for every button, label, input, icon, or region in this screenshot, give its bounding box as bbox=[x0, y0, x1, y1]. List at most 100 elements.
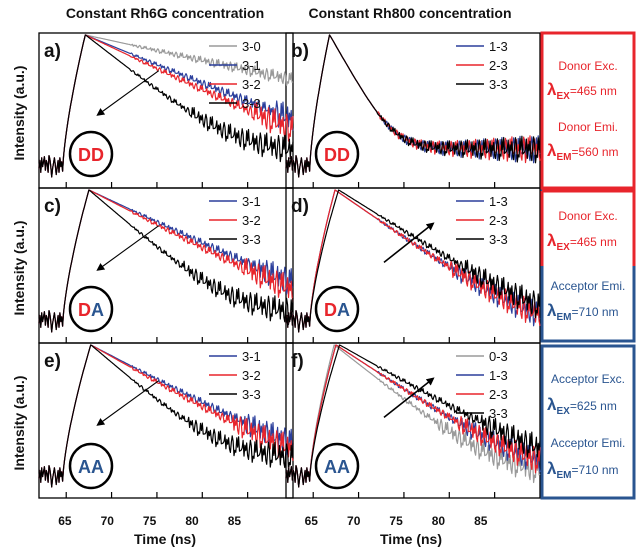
badge-letter: D bbox=[78, 145, 91, 165]
xlabel-left: Time (ns) bbox=[134, 531, 196, 547]
info-donor-exc: Donor Exc. bbox=[558, 59, 617, 73]
xtick-label: 65 bbox=[58, 514, 72, 528]
xtick-label: 85 bbox=[474, 514, 488, 528]
lambda-value: =625 nm bbox=[570, 399, 617, 413]
xtick-label: 75 bbox=[389, 514, 403, 528]
svg-text:DD: DD bbox=[324, 145, 350, 165]
info-lambda-ex: λEX=625 nm bbox=[547, 395, 617, 417]
decay-curve-3-3 bbox=[38, 344, 294, 488]
info-box-da: Donor Exc. λEX=465 nm Acceptor Emi. λEM=… bbox=[540, 189, 636, 343]
ylabel-row-2: Intensity (a.u.) bbox=[11, 221, 27, 316]
panel-frame-e bbox=[38, 342, 294, 499]
badge-dd-b: DD bbox=[314, 130, 360, 178]
info-lambda-ex: λEX=465 nm bbox=[547, 80, 617, 102]
panel-a-curves: 3-0 3-1 3-2 3-3 bbox=[38, 34, 294, 188]
trend-arrow bbox=[96, 70, 160, 116]
legend-label: 3-3 bbox=[242, 387, 261, 402]
info-box-dd: Donor Exc. λEX=465 nm Donor Emi. λEM=560… bbox=[540, 31, 636, 190]
decay-curve-3-3 bbox=[38, 189, 294, 333]
legend-label: 3-3 bbox=[489, 406, 508, 421]
trend-arrow bbox=[96, 380, 160, 426]
legend-label: 3-3 bbox=[242, 96, 261, 111]
lambda-value: =465 nm bbox=[570, 84, 617, 98]
legend-label: 3-3 bbox=[489, 77, 508, 92]
info-acceptor-emi: Acceptor Emi. bbox=[551, 436, 626, 450]
info-acceptor-emi: Acceptor Emi. bbox=[551, 279, 626, 293]
xtick-labels-right: 65 70 75 80 85 bbox=[305, 514, 488, 528]
legend-label: 3-3 bbox=[489, 232, 508, 247]
legend-label: 1-3 bbox=[489, 39, 508, 54]
panel-f-curves: 0-3 1-3 2-3 3-3 bbox=[285, 344, 541, 498]
legend-label: 3-1 bbox=[242, 349, 261, 364]
lambda-value: =465 nm bbox=[570, 235, 617, 249]
trend-arrow bbox=[96, 225, 160, 271]
lambda-sub: EX bbox=[556, 406, 570, 417]
ylabel-row-3: Intensity (a.u.) bbox=[11, 376, 27, 471]
xtick-label: 80 bbox=[432, 514, 446, 528]
badge-letter: A bbox=[337, 457, 350, 477]
panel-letter-c: c) bbox=[44, 196, 61, 217]
info-lambda-em: λEM=710 nm bbox=[547, 301, 619, 323]
badge-letter: D bbox=[78, 300, 91, 320]
badge-letter: A bbox=[337, 300, 350, 320]
decay-curve-3-3 bbox=[38, 34, 294, 178]
lambda-value: =710 nm bbox=[571, 305, 618, 319]
trend-arrow bbox=[383, 377, 435, 418]
lambda-symbol: λ bbox=[547, 395, 557, 414]
panel-letter-b: b) bbox=[291, 41, 309, 62]
badge-letter: A bbox=[91, 300, 104, 320]
legend-label: 0-3 bbox=[489, 349, 508, 364]
xtick-label: 85 bbox=[228, 514, 242, 528]
lambda-symbol: λ bbox=[547, 80, 557, 99]
legend-label: 3-2 bbox=[242, 368, 261, 383]
svg-text:AA: AA bbox=[78, 457, 104, 477]
xtick-labels-left: 65 70 75 80 85 bbox=[58, 514, 241, 528]
lambda-sub: EM bbox=[556, 470, 571, 481]
badge-letter: A bbox=[91, 457, 104, 477]
ylabel-row-1: Intensity (a.u.) bbox=[11, 66, 27, 161]
lambda-value: =710 nm bbox=[571, 463, 618, 477]
info-donor-exc: Donor Exc. bbox=[558, 209, 617, 223]
panel-letter-a: a) bbox=[44, 41, 61, 62]
panel-c-curves: 3-1 3-2 3-3 bbox=[38, 189, 294, 343]
panel-letter-d: d) bbox=[291, 196, 309, 217]
legend-label: 3-2 bbox=[242, 213, 261, 228]
badge-da-d: DA bbox=[314, 285, 360, 333]
lambda-symbol: λ bbox=[547, 141, 557, 160]
svg-text:DA: DA bbox=[78, 300, 104, 320]
svg-text:DD: DD bbox=[78, 145, 104, 165]
badge-letter: D bbox=[324, 145, 337, 165]
badge-letter: D bbox=[324, 300, 337, 320]
xtick-label: 65 bbox=[305, 514, 319, 528]
info-lambda-em: λEM=560 nm bbox=[547, 141, 619, 163]
lambda-value: =560 nm bbox=[571, 145, 618, 159]
panel-e-curves: 3-1 3-2 3-3 bbox=[38, 344, 294, 498]
decay-curve-2-3 bbox=[285, 189, 541, 333]
lambda-symbol: λ bbox=[547, 459, 557, 478]
lambda-symbol: λ bbox=[547, 301, 557, 320]
badge-letter: D bbox=[91, 145, 104, 165]
info-box-aa: Acceptor Exc. λEX=625 nm Acceptor Emi. λ… bbox=[540, 344, 636, 500]
column-title-right: Constant Rh800 concentration bbox=[308, 5, 511, 21]
legend-label: 3-1 bbox=[242, 58, 261, 73]
badge-aa-f: AA bbox=[314, 442, 360, 490]
legend-label: 2-3 bbox=[489, 213, 508, 228]
lambda-sub: EM bbox=[556, 312, 571, 323]
legend-label: 3-0 bbox=[242, 39, 261, 54]
svg-text:DA: DA bbox=[324, 300, 350, 320]
badge-dd-a: DD bbox=[68, 130, 114, 178]
legend-label: 3-2 bbox=[242, 77, 261, 92]
info-lambda-ex: λEX=465 nm bbox=[547, 231, 617, 253]
legend-label: 1-3 bbox=[489, 194, 508, 209]
panel-b-curves: 1-3 2-3 3-3 bbox=[285, 34, 541, 188]
legend-label: 1-3 bbox=[489, 368, 508, 383]
info-acceptor-exc: Acceptor Exc. bbox=[551, 372, 625, 386]
panel-letter-e: e) bbox=[44, 351, 61, 372]
panel-frame-f bbox=[285, 342, 541, 499]
xtick-label: 70 bbox=[347, 514, 361, 528]
decay-curve-3-3 bbox=[285, 344, 541, 488]
badge-aa-e: AA bbox=[68, 442, 114, 490]
xtick-label: 70 bbox=[101, 514, 115, 528]
decay-curve-2-3 bbox=[285, 344, 541, 488]
